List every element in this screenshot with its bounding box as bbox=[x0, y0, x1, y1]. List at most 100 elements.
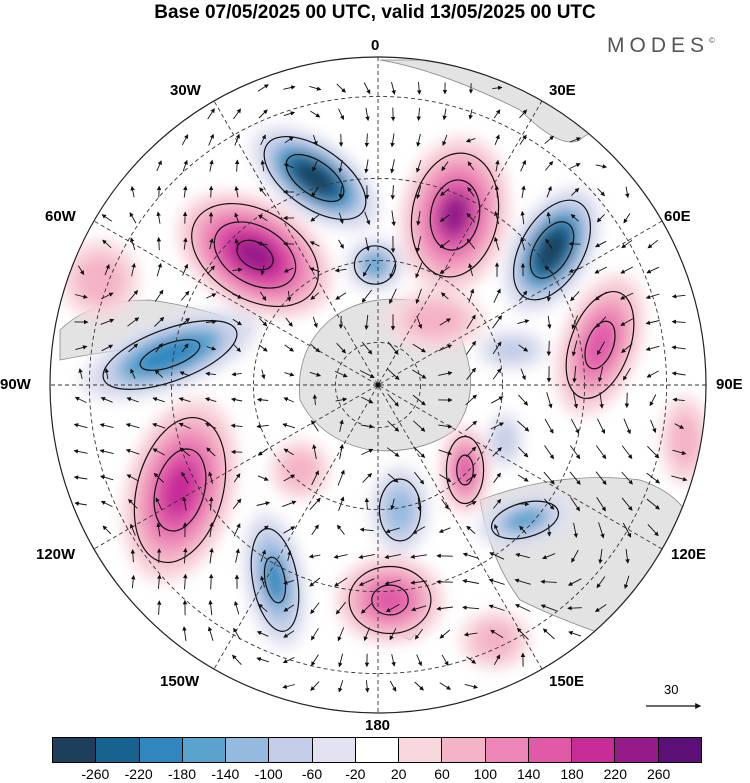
wind-vector bbox=[310, 343, 321, 353]
wind-vector bbox=[209, 547, 214, 564]
wind-vector bbox=[261, 369, 266, 380]
wind-vector bbox=[515, 552, 531, 559]
wind-vector bbox=[75, 345, 88, 351]
wind-vector bbox=[646, 370, 659, 378]
wind-vector bbox=[208, 185, 214, 198]
wind-vector bbox=[620, 266, 634, 274]
wind-vector bbox=[232, 293, 243, 299]
wind-vector bbox=[466, 525, 476, 534]
contour-line bbox=[490, 500, 560, 540]
wind-vector bbox=[390, 498, 395, 511]
wind-vector bbox=[156, 600, 162, 615]
wind-vector bbox=[206, 447, 216, 457]
wind-vector bbox=[466, 340, 477, 355]
wind-vector bbox=[492, 368, 502, 380]
wind-vector bbox=[311, 654, 319, 667]
anomaly-shade bbox=[537, 231, 567, 269]
wind-vector bbox=[384, 579, 401, 586]
contour-line bbox=[263, 135, 367, 221]
wind-vector bbox=[572, 365, 577, 383]
brand-mark: © bbox=[709, 36, 715, 45]
wind-vector bbox=[621, 445, 633, 460]
wind-vector bbox=[546, 291, 552, 302]
wind-vector bbox=[410, 580, 427, 585]
lon-label-30w: 30W bbox=[170, 82, 201, 99]
wind-vector bbox=[364, 133, 370, 148]
wind-vector bbox=[258, 109, 268, 119]
wind-vector bbox=[338, 186, 343, 199]
wind-vector bbox=[494, 211, 500, 225]
wind-vector bbox=[567, 578, 582, 586]
lon-label-120w: 120W bbox=[36, 546, 76, 563]
wind-vector bbox=[128, 343, 139, 353]
wind-vector bbox=[488, 578, 505, 585]
colorbar-tick-label: 260 bbox=[646, 766, 671, 782]
wind-vector bbox=[128, 290, 139, 302]
anomaly-shade bbox=[75, 255, 125, 305]
wind-vector bbox=[365, 107, 370, 122]
wind-vector bbox=[439, 318, 451, 326]
wind-vector bbox=[416, 159, 422, 173]
wind-vector bbox=[621, 343, 633, 353]
wind-vector bbox=[416, 654, 422, 667]
wind-vector bbox=[156, 522, 161, 537]
wind-vector bbox=[567, 605, 582, 611]
wind-vector bbox=[284, 344, 295, 352]
wind-vector bbox=[438, 449, 453, 456]
wind-vector bbox=[232, 318, 242, 326]
wind-vector bbox=[466, 212, 476, 223]
wind-vector bbox=[257, 241, 268, 246]
wind-vector bbox=[542, 553, 556, 560]
wind-vector bbox=[154, 316, 165, 327]
wind-vector bbox=[156, 262, 162, 277]
wind-vector bbox=[310, 602, 320, 615]
wind-vector bbox=[311, 470, 319, 486]
contour-line bbox=[584, 320, 616, 370]
colorbar-tick-label: -220 bbox=[124, 766, 153, 782]
wind-vector bbox=[207, 108, 215, 120]
wind-vector bbox=[569, 471, 581, 485]
wind-vector bbox=[206, 293, 217, 299]
wind-vector bbox=[283, 267, 294, 273]
wind-vector bbox=[260, 575, 266, 588]
wind-vector bbox=[464, 683, 479, 689]
meridian-line bbox=[213, 100, 543, 670]
wind-vector bbox=[208, 133, 214, 146]
wind-vector bbox=[208, 599, 213, 616]
wind-vector bbox=[540, 604, 557, 612]
wind-vector bbox=[441, 654, 449, 666]
wind-vector bbox=[365, 237, 370, 252]
wind-vector bbox=[493, 288, 501, 303]
wind-vector bbox=[490, 422, 505, 430]
wind-vector bbox=[466, 314, 476, 329]
wind-vector bbox=[233, 108, 242, 120]
colorbar-tick-label: 60 bbox=[434, 766, 450, 782]
wind-vector bbox=[466, 446, 477, 458]
wind-vector bbox=[205, 319, 217, 325]
wind-vector bbox=[436, 606, 453, 611]
wind-vector bbox=[518, 394, 529, 406]
contour-line bbox=[191, 202, 319, 308]
colorbar-cell bbox=[53, 738, 97, 762]
wind-vector bbox=[489, 552, 505, 560]
wind-vector bbox=[466, 367, 476, 380]
graticule bbox=[50, 57, 706, 713]
wind-vector bbox=[596, 576, 606, 589]
wind-vector bbox=[597, 366, 604, 383]
contour-line bbox=[371, 584, 409, 616]
wind-vector bbox=[234, 238, 239, 249]
wind-vector bbox=[598, 522, 605, 539]
wind-vector bbox=[570, 497, 581, 512]
wind-vector bbox=[493, 498, 502, 509]
anomaly-shade bbox=[263, 556, 287, 604]
contour-line bbox=[213, 221, 297, 289]
wind-vector bbox=[233, 473, 241, 483]
wind-vector bbox=[465, 420, 478, 432]
wind-vector bbox=[545, 160, 554, 171]
wind-vector bbox=[620, 318, 634, 326]
meridian-line bbox=[93, 220, 663, 550]
anomaly-shade bbox=[669, 412, 701, 468]
wind-vector bbox=[391, 210, 396, 227]
wind-vector bbox=[338, 680, 344, 693]
wind-vector bbox=[364, 497, 370, 510]
